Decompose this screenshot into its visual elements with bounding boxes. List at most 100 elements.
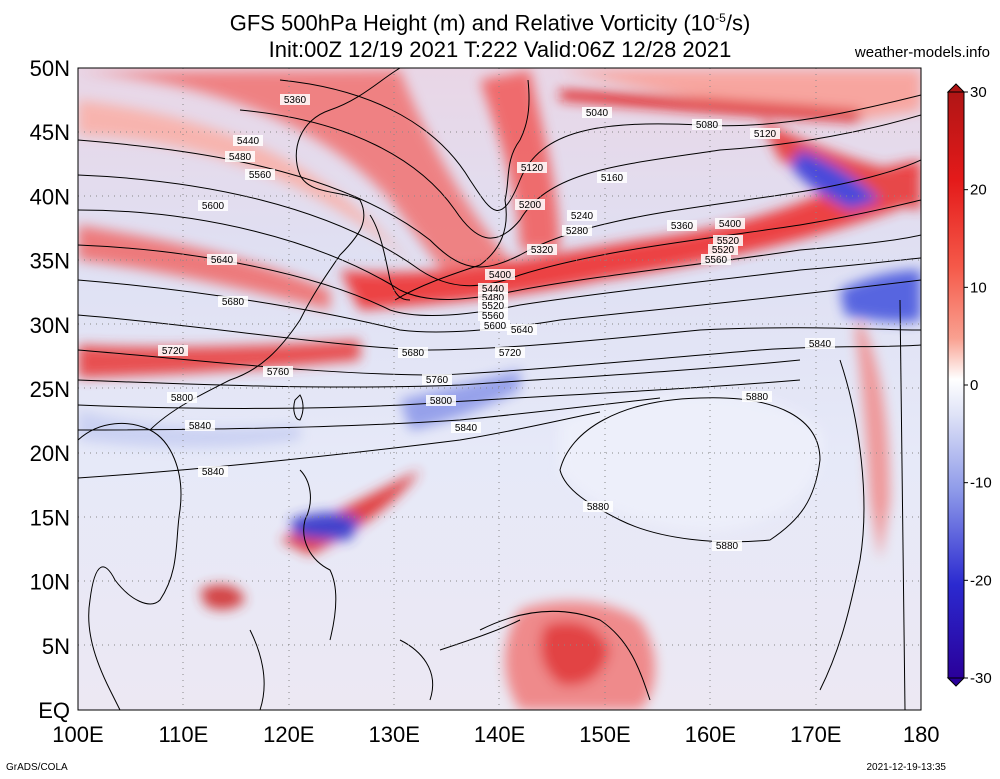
source-label: weather-models.info bbox=[854, 44, 990, 61]
colorbar-tick-label: 20 bbox=[970, 182, 987, 199]
lon-label: 180 bbox=[903, 722, 940, 747]
lat-label: 15N bbox=[30, 505, 70, 530]
contour-label: 5160 bbox=[601, 173, 624, 184]
contour-label: 5560 bbox=[482, 311, 505, 322]
contour-label: 5680 bbox=[222, 297, 245, 308]
contour-label: 5520 bbox=[717, 236, 740, 247]
chart-title-line1: GFS 500hPa Height (m) and Relative Vorti… bbox=[229, 10, 751, 36]
contour-label: 5400 bbox=[489, 270, 512, 281]
contour-label-bg bbox=[805, 338, 835, 349]
contour-label-bg bbox=[713, 235, 743, 246]
timestamp: 2021-12-19-13:35 bbox=[866, 762, 946, 773]
contour-label-bg bbox=[507, 324, 537, 335]
contour-label-bg bbox=[478, 310, 508, 321]
contour-label-bg bbox=[218, 296, 248, 307]
contour-label-bg bbox=[451, 422, 481, 433]
plot-frame bbox=[77, 67, 922, 711]
software-credit: GrADS/COLA bbox=[6, 762, 68, 773]
lat-label: 40N bbox=[30, 184, 70, 209]
lon-label: 170E bbox=[790, 722, 841, 747]
colorbar: 30 20 10 0 -10 -20 -30 bbox=[946, 83, 992, 687]
lat-label: 30N bbox=[30, 313, 70, 338]
contour-label: 5440 bbox=[237, 136, 260, 147]
lon-label: 150E bbox=[579, 722, 630, 747]
contour-label-bg bbox=[478, 292, 508, 303]
contour-label: 5440 bbox=[482, 284, 505, 295]
contour-label-bg bbox=[263, 366, 293, 377]
contour-label: 5480 bbox=[482, 293, 505, 304]
contour-label-bg bbox=[398, 347, 428, 358]
contour-label-bg bbox=[480, 320, 510, 331]
colorbar-bottom-arrow bbox=[946, 677, 966, 687]
contour-label: 5360 bbox=[284, 95, 307, 106]
contour-label-bg bbox=[495, 347, 525, 358]
contour-label-bg bbox=[426, 395, 456, 406]
contour-label-bg bbox=[742, 391, 772, 402]
lat-label: 45N bbox=[30, 120, 70, 145]
contour-label: 5400 bbox=[719, 219, 742, 230]
colorbar-tick-label: 10 bbox=[970, 279, 987, 296]
contour-label: 5560 bbox=[249, 170, 272, 181]
colorbar-tick-label: 30 bbox=[970, 84, 987, 101]
contour-label-bg bbox=[158, 345, 188, 356]
lat-label: EQ bbox=[38, 698, 70, 723]
contour-label-bg bbox=[233, 135, 263, 146]
contour-label: 5720 bbox=[499, 348, 522, 359]
contour-label: 5840 bbox=[455, 423, 478, 434]
contour-label-bg bbox=[485, 269, 515, 280]
contour-label-bg bbox=[712, 540, 742, 551]
lon-label: 160E bbox=[685, 722, 736, 747]
contour-label: 5840 bbox=[189, 421, 212, 432]
contour-label: 5760 bbox=[426, 375, 449, 386]
longitude-labels: 100E 110E 120E 130E 140E 150E 160E 170E 180 bbox=[52, 722, 939, 747]
contour-label-bg bbox=[207, 254, 237, 265]
contour-label: 5800 bbox=[430, 396, 453, 407]
lat-label: 5N bbox=[42, 634, 70, 659]
lon-label: 110E bbox=[159, 722, 209, 747]
contour-label: 5520 bbox=[482, 301, 505, 312]
contour-label: 5880 bbox=[587, 502, 610, 513]
contour-label-bg bbox=[515, 199, 545, 210]
contour-label: 5520 bbox=[712, 245, 735, 256]
contour-label: 5080 bbox=[696, 120, 719, 131]
lat-label: 10N bbox=[30, 570, 70, 595]
colorbar-top-arrow bbox=[946, 83, 966, 93]
contour-label: 5840 bbox=[809, 339, 832, 350]
contour-label: 5720 bbox=[162, 346, 185, 357]
contour-label: 5320 bbox=[531, 245, 554, 256]
contour-label: 5600 bbox=[484, 321, 507, 332]
contour-label: 5600 bbox=[202, 201, 225, 212]
contour-label: 5640 bbox=[511, 325, 534, 336]
lat-label: 50N bbox=[30, 56, 70, 81]
contour-label-bg bbox=[667, 220, 697, 231]
contour-label-bg bbox=[582, 107, 612, 118]
latitude-labels: 50N 45N 40N 35N 30N 25N 20N 15N 10N 5N EQ bbox=[30, 56, 70, 723]
colorbar-tick-label: -10 bbox=[970, 475, 992, 492]
chart-title-line2: Init:00Z 12/19 2021 T:222 Valid:06Z 12/2… bbox=[268, 37, 732, 62]
contour-label-bg bbox=[750, 128, 780, 139]
contour-label: 5680 bbox=[402, 348, 425, 359]
contour-label-bg bbox=[715, 218, 745, 229]
contour-label-bg bbox=[167, 392, 197, 403]
contour-label-bg bbox=[422, 374, 452, 385]
coastlines bbox=[78, 68, 906, 710]
contour-label-bg bbox=[692, 119, 722, 130]
contour-label: 5360 bbox=[671, 221, 694, 232]
contour-label-bg bbox=[583, 501, 613, 512]
contour-label: 5800 bbox=[171, 393, 194, 404]
contour-label-bg bbox=[280, 94, 310, 105]
contour-labels: 5040 5080 5120 5120 5160 5200 5240 5280 5320 5360… bbox=[158, 94, 835, 552]
contour-label: 5040 bbox=[586, 108, 609, 119]
contour-label-bg bbox=[245, 169, 275, 180]
contour-label: 5880 bbox=[716, 541, 739, 552]
contour-label-bg bbox=[198, 466, 228, 477]
lat-label: 20N bbox=[30, 441, 70, 466]
lon-label: 130E bbox=[369, 722, 420, 747]
contour-label: 5240 bbox=[571, 211, 594, 222]
colorbar-tick-label: 0 bbox=[970, 377, 978, 394]
contour-label: 5640 bbox=[211, 255, 234, 266]
lat-label: 25N bbox=[30, 377, 70, 402]
contour-label-bg bbox=[198, 200, 228, 211]
contour-label-bg bbox=[701, 254, 731, 265]
